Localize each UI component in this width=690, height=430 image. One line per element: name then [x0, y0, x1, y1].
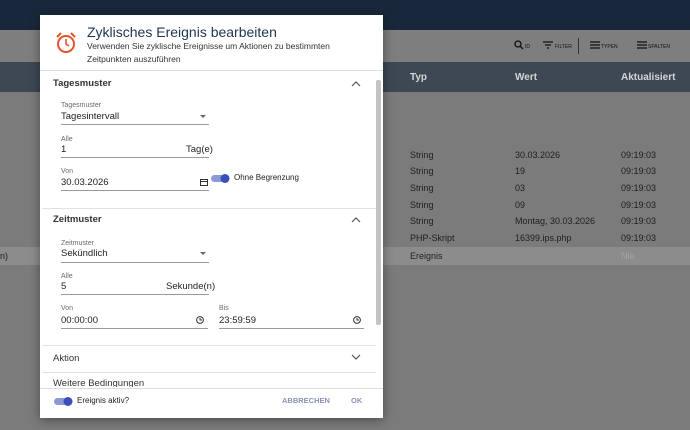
field-label: Von: [61, 168, 74, 175]
input-value[interactable]: 00:00:00: [61, 315, 98, 326]
chevron-up[interactable]: [351, 217, 361, 223]
dialog-subtitle: Zeitpunkten auszuführen: [87, 54, 181, 64]
toggle-label: Ohne Begrenzung: [234, 173, 299, 182]
toggle[interactable]: [211, 173, 231, 183]
table-cell: Montag, 30.03.2026: [515, 216, 596, 226]
underline: [61, 190, 209, 191]
columns-icon: [637, 41, 647, 49]
toolbar-item[interactable]: SPALTEN: [648, 44, 671, 50]
underline: [61, 157, 209, 158]
table-cell: 09:19:03: [621, 183, 657, 193]
divider: [40, 70, 383, 71]
toggle[interactable]: [54, 396, 74, 406]
toggle-label: Ereignis aktiv?: [77, 396, 130, 405]
input-value[interactable]: 5: [61, 281, 67, 292]
table-cell: 16399.ips.php: [515, 233, 572, 243]
dialog-title: Zyklisches Ereignis bearbeiten: [87, 24, 277, 40]
unit: Tag(e): [186, 144, 213, 155]
clip: Weitere Bedingungen: [42, 378, 376, 387]
unit: Sekunde(n): [166, 281, 216, 292]
field-label: Zeitmuster: [61, 240, 95, 247]
input-value[interactable]: 23:59:59: [219, 315, 256, 326]
column-header[interactable]: Aktualisiert: [621, 72, 676, 83]
table-cell: Nie: [621, 251, 635, 261]
dialog: [40, 15, 383, 418]
select-value[interactable]: Sekündlich: [61, 248, 108, 259]
table-cell: String: [410, 183, 434, 193]
divider: [42, 208, 376, 209]
filter-icon: [543, 41, 553, 49]
underline: [61, 328, 208, 329]
divider: [42, 345, 376, 346]
underline: [61, 124, 209, 125]
divider: [40, 388, 383, 389]
table-cell: 09:19:03: [621, 166, 657, 176]
calendar-icon[interactable]: [200, 178, 208, 186]
table-cell: 09: [515, 200, 526, 210]
table-cell: 09:19:03: [621, 150, 657, 160]
table-cell: String: [410, 200, 434, 210]
underline: [219, 328, 364, 329]
field-label: Alle: [61, 273, 73, 280]
list-icon: [590, 41, 600, 49]
column-header[interactable]: Typ: [410, 72, 428, 83]
table-cell: 19: [515, 166, 526, 176]
section-heading[interactable]: Tagesmuster: [53, 78, 112, 89]
divider: [42, 372, 376, 373]
table-cell: PHP-Skript: [410, 233, 455, 243]
table-cell: 09:19:03: [621, 200, 657, 210]
input-value[interactable]: 30.03.2026: [61, 177, 109, 188]
table-cell: 09:19:03: [621, 233, 657, 243]
field-label: Von: [61, 305, 74, 312]
input-value[interactable]: 1: [61, 144, 67, 155]
field-label: Bis: [219, 305, 229, 312]
section-heading[interactable]: Weitere Bedingungen: [53, 378, 145, 387]
toolbar-item[interactable]: TYPEN: [601, 44, 618, 50]
table-cell: 09:19:03: [621, 216, 657, 226]
scrollbar[interactable]: [376, 80, 381, 325]
table-cell: Ereignis: [410, 251, 443, 261]
dropdown-arrow: [200, 252, 206, 255]
toolbar-item[interactable]: ID: [525, 44, 530, 50]
table-cell: 30.03.2026: [515, 150, 561, 160]
dropdown-arrow: [200, 115, 206, 118]
column-header[interactable]: Wert: [515, 72, 538, 83]
cancel-button[interactable]: ABBRECHEN: [282, 396, 330, 405]
toolbar-divider: [578, 38, 579, 54]
select-value[interactable]: Tagesintervall: [61, 111, 120, 122]
cut-text: n): [0, 251, 9, 261]
field-label: Tagesmuster: [61, 102, 102, 109]
table-cell: String: [410, 216, 434, 226]
table-cell: String: [410, 166, 434, 176]
dialog-subtitle: Verwenden Sie zyklische Ereignisse um Ak…: [87, 41, 330, 51]
clock-icon[interactable]: [353, 316, 361, 324]
underline: [61, 262, 209, 263]
section-heading[interactable]: Zeitmuster: [53, 214, 102, 225]
field-label: Alle: [61, 136, 73, 143]
ok-button[interactable]: OK: [351, 396, 363, 405]
underline: [61, 294, 209, 295]
table-cell: 03: [515, 183, 526, 193]
alarm-icon: [56, 32, 76, 53]
table-cell: String: [410, 150, 434, 160]
chevron-down[interactable]: [351, 354, 361, 360]
search-icon: [514, 40, 524, 50]
chevron-up[interactable]: [351, 81, 361, 87]
toolbar-item[interactable]: FILTER: [555, 44, 572, 50]
section-heading[interactable]: Aktion: [53, 353, 80, 364]
clock-icon[interactable]: [196, 316, 204, 324]
